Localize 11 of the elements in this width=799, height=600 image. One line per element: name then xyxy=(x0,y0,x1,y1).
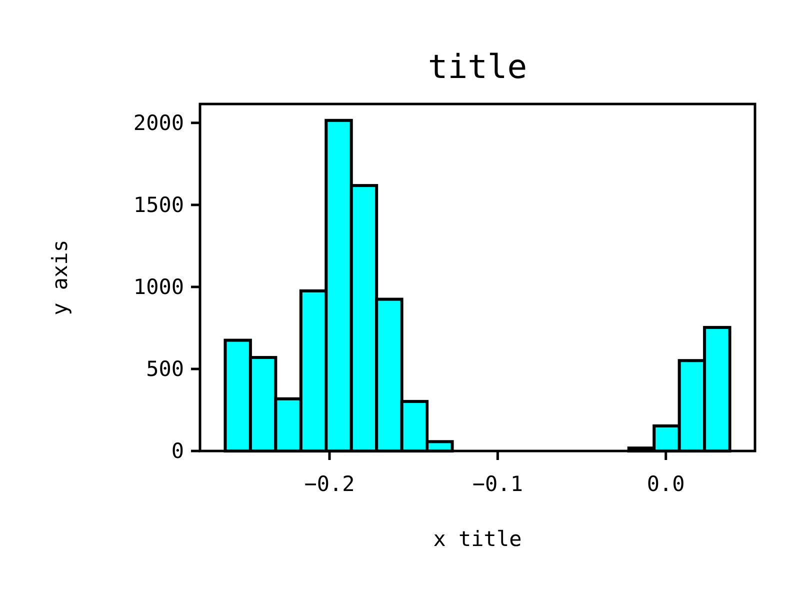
y-axis-title: y axis xyxy=(48,240,72,316)
y-tick-label: 500 xyxy=(146,356,184,381)
x-tick-label: −0.2 xyxy=(304,472,355,496)
x-tick-label: 0.0 xyxy=(646,472,685,496)
x-axis-title: x title xyxy=(433,527,522,551)
y-tick-label: 2000 xyxy=(133,110,184,135)
y-tick-label: 1000 xyxy=(133,274,184,299)
y-tick-label: 0 xyxy=(171,439,184,463)
x-tick-label: −0.1 xyxy=(472,472,523,496)
y-tick-label: 1500 xyxy=(133,192,184,217)
chart-title: title xyxy=(428,47,528,86)
